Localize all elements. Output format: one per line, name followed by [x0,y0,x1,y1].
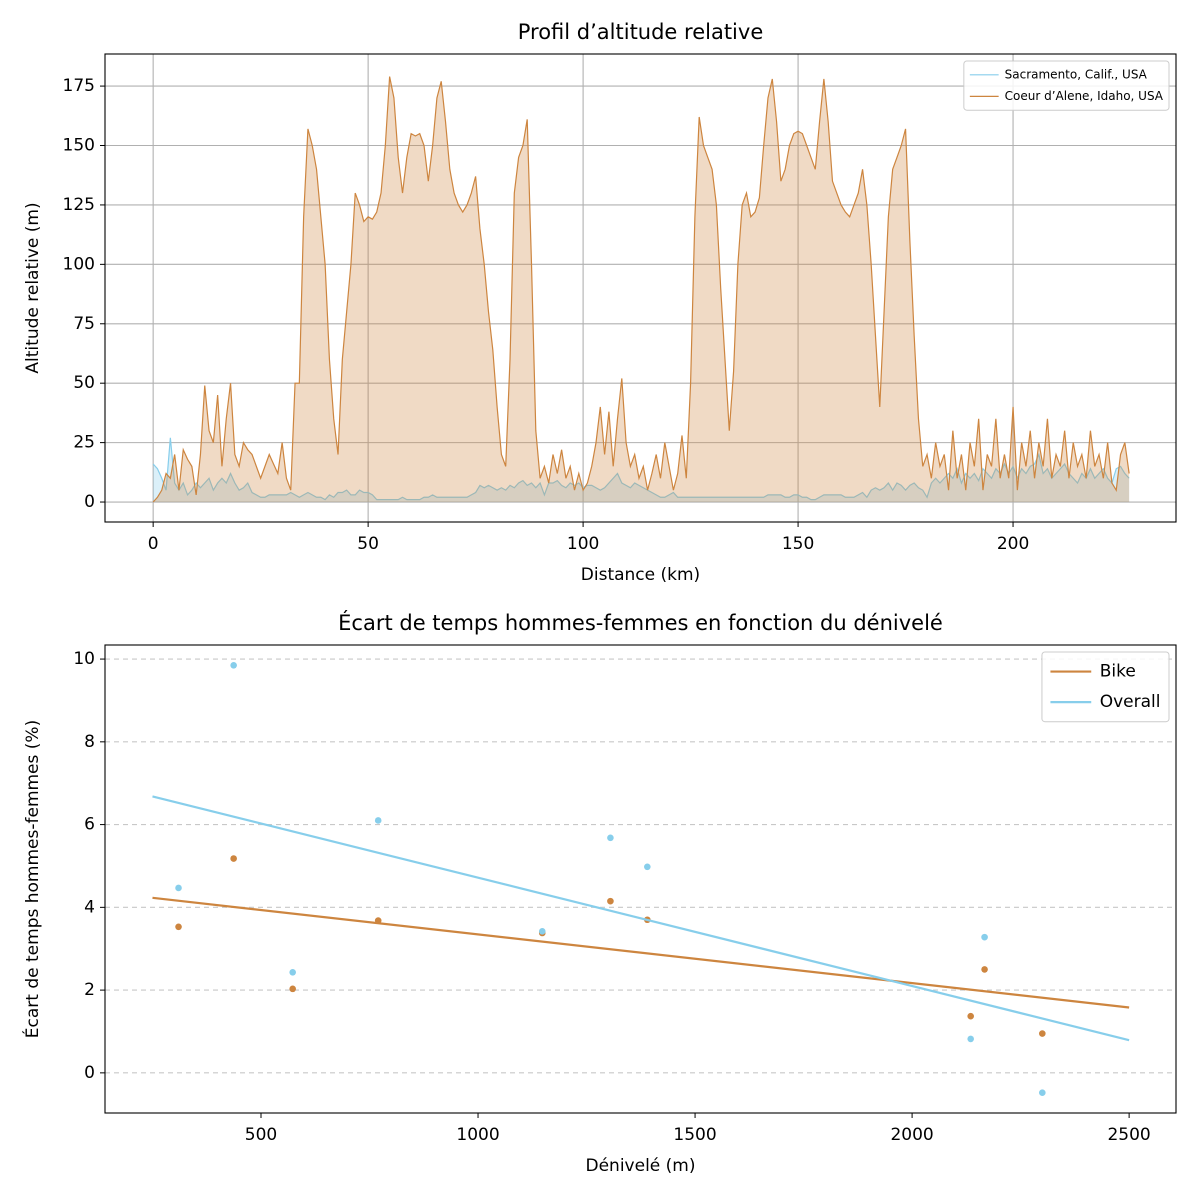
axes: 0 50 100 150 200 0 25 50 75 100 125 150 175 Profil d’… [23,20,1177,585]
point [967,1035,974,1043]
x-tick-label: 2000 [890,1125,933,1145]
x-tick-label: 150 [782,534,814,554]
axes-frame [104,644,1177,1114]
legend: Sacramento, Calif., USA Coeur d’Alene, Id… [963,60,1170,111]
chart-title: Profil d’altitude relative [518,20,764,44]
point [1039,1030,1046,1037]
fit-line [152,896,1130,1009]
y-tick-label: 2 [84,980,95,1000]
plot-area [152,661,1130,1097]
legend-label: Bike [1100,662,1136,682]
point [981,966,988,973]
x-tick-label: 1500 [673,1125,716,1145]
point [230,855,237,862]
axes-frame [104,53,1177,523]
x-tick-label: 50 [357,534,379,554]
point [967,1012,974,1020]
y-tick-label: 125 [63,195,95,215]
y-tick-label: 10 [73,649,95,669]
x-tick-label: 100 [567,534,599,554]
x-tick-label: 1000 [456,1125,499,1145]
point [230,661,237,669]
legend-label: Overall [1100,692,1161,712]
point [644,863,651,871]
axes: 500 1000 1500 2000 2500 0 2 4 6 8 10 Écart de temps… [21,610,1177,1176]
x-tick-label: 0 [148,534,159,554]
y-axis-label: Écart de temps hommes-femmes (%) [21,720,43,1038]
x-axis-label: Dénivelé (m) [586,1156,696,1176]
y-tick-label: 75 [73,314,95,334]
point [607,897,614,905]
y-tick-label: 0 [84,1063,95,1083]
chart-title: Écart de temps hommes-femmes en fonction… [338,610,943,635]
legend-box [963,60,1170,111]
y-tick-label: 8 [84,732,95,752]
legend: Bike Overall [1041,651,1170,723]
point [981,933,988,941]
y-tick-label: 25 [73,433,95,453]
point [538,928,546,935]
y-tick-label: 6 [84,815,95,835]
legend-label: Sacramento, Calif., USA [1005,67,1148,81]
point [374,817,382,824]
line [152,76,1130,503]
legend-box [1041,651,1170,723]
line [152,437,1130,501]
x-tick-label: 2500 [1107,1125,1150,1145]
x-tick-label: 500 [245,1125,277,1145]
area-fill [153,76,1130,503]
y-tick-label: 50 [73,373,95,393]
point [289,969,296,976]
point [607,834,614,842]
plot-area [152,76,1130,503]
y-tick-label: 4 [84,897,95,917]
fit-line [152,795,1130,1042]
point [175,923,182,931]
point [175,884,182,892]
y-axis-label: Altitude relative (m) [23,202,43,373]
legend-label: Coeur d’Alene, Idaho, USA [1005,89,1164,103]
x-axis-label: Distance (km) [581,565,700,585]
area-fill [153,437,1130,503]
x-tick-label: 200 [997,534,1029,554]
y-tick-label: 100 [63,254,95,274]
y-tick-label: 0 [84,492,95,512]
y-tick-label: 150 [63,136,95,156]
point [289,985,296,993]
point [1039,1089,1046,1097]
y-tick-label: 175 [63,76,95,96]
